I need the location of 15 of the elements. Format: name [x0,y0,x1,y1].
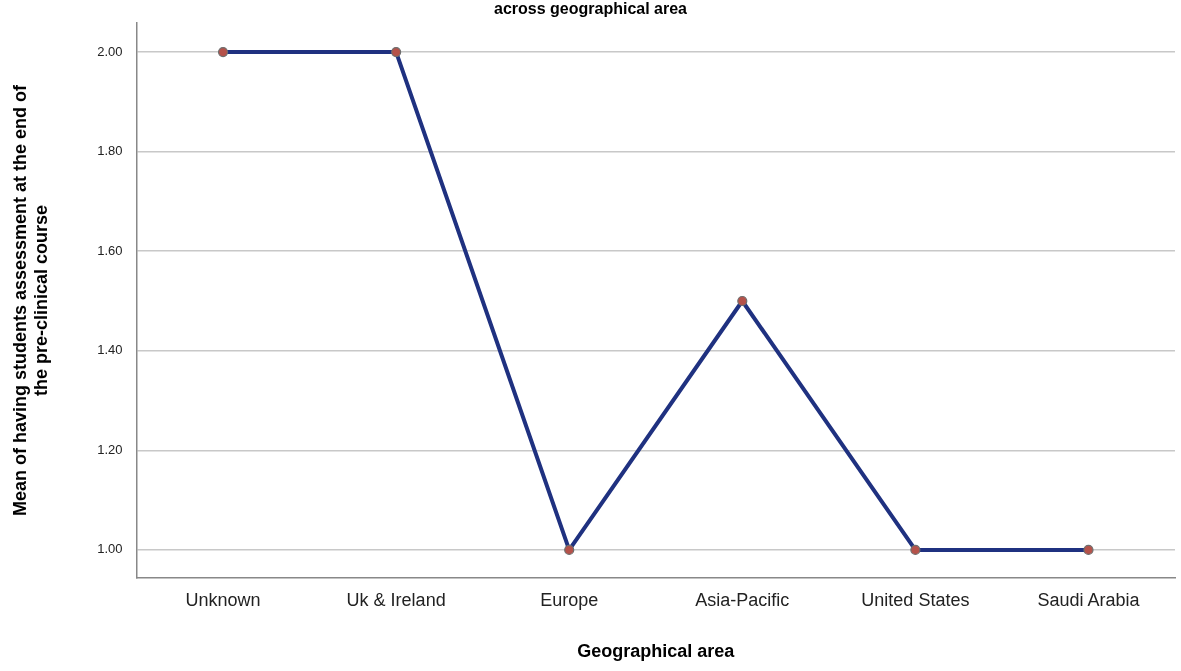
x-tick-label: Europe [540,589,599,610]
x-tick-label: Asia-Pacific [695,589,790,610]
chart-title: across geographical area [494,0,688,18]
y-tick-label: 1.40 [97,342,123,358]
y-tick-label: 2.00 [97,43,123,59]
x-tick-label: Uk & Ireland [346,589,446,610]
y-tick-label: 1.80 [97,143,123,159]
x-tick-label: United States [861,589,970,610]
y-axis-title: Mean of having students assessment at the end of the pre-clinical course [9,83,52,517]
y-tick-label: 1.20 [97,441,123,457]
x-tick-label: Unknown [185,589,261,610]
x-axis-title: Geographical area [577,641,736,662]
y-tick-label: 1.00 [97,541,123,557]
x-tick-label: Saudi Arabia [1037,589,1141,610]
y-tick-label: 1.60 [97,242,123,258]
